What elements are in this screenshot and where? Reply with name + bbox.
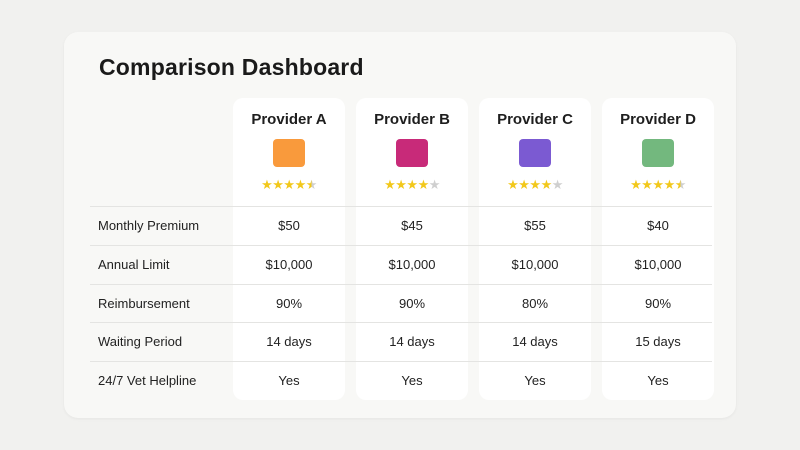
provider-header: Provider B ★★★★★ — [356, 98, 468, 206]
star-half-icon: ★ — [305, 177, 318, 192]
star-rating: ★★★★★ — [233, 178, 345, 191]
star-full-icon: ★ — [641, 177, 653, 192]
table-cell: $10,000 — [634, 257, 682, 272]
page-title: Comparison Dashboard — [99, 54, 364, 80]
table-cell: 90% — [275, 296, 303, 311]
table-cell: Yes — [401, 373, 423, 388]
provider-color-swatch — [273, 139, 305, 167]
table-row-waiting-period: Waiting Period 14 days 14 days 14 days 1… — [90, 323, 712, 361]
table-cell: Yes — [278, 373, 300, 388]
star-empty-icon: ★ — [551, 177, 564, 192]
star-half-icon: ★ — [674, 177, 687, 192]
star-full-icon: ★ — [283, 177, 295, 192]
star-full-icon: ★ — [406, 177, 418, 192]
star-full-icon: ★ — [395, 177, 407, 192]
table-cell: 15 days — [635, 334, 681, 349]
provider-header: Provider D ★★★★★ — [602, 98, 714, 206]
table-cell: 14 days — [266, 334, 312, 349]
table-cell: $10,000 — [388, 257, 436, 272]
table-cell: $10,000 — [511, 257, 559, 272]
table-cell: 14 days — [389, 334, 435, 349]
table-cell: $50 — [278, 218, 300, 233]
star-full-icon: ★ — [417, 177, 430, 192]
row-label: Reimbursement — [98, 296, 190, 311]
star-full-icon: ★ — [630, 177, 642, 192]
table-row-vet-helpline: 24/7 Vet Helpline Yes Yes Yes Yes — [90, 362, 712, 400]
provider-name: Provider A — [251, 111, 327, 128]
star-full-icon: ★ — [507, 177, 519, 192]
star-full-icon: ★ — [384, 177, 396, 192]
provider-color-swatch — [519, 139, 551, 167]
provider-color-swatch — [396, 139, 428, 167]
comparison-card: Comparison Dashboard Provider A ★★★★★ Pr… — [64, 32, 736, 418]
star-full-icon: ★ — [272, 177, 284, 192]
row-divider — [90, 284, 712, 285]
provider-name: Provider C — [497, 111, 573, 128]
star-full-icon: ★ — [652, 177, 664, 192]
star-full-icon: ★ — [663, 177, 676, 192]
provider-name: Provider B — [374, 111, 450, 128]
table-cell: 90% — [398, 296, 426, 311]
row-label: Waiting Period — [98, 334, 183, 349]
star-full-icon: ★ — [261, 177, 273, 192]
table-row-annual-limit: Annual Limit $10,000 $10,000 $10,000 $10… — [90, 246, 712, 284]
table-cell: 90% — [644, 296, 672, 311]
row-label: Monthly Premium — [98, 218, 200, 233]
star-rating: ★★★★★ — [479, 178, 591, 191]
table-cell: 80% — [521, 296, 549, 311]
star-rating: ★★★★★ — [602, 178, 714, 191]
star-full-icon: ★ — [540, 177, 553, 192]
star-rating: ★★★★★ — [356, 178, 468, 191]
table-cell: $45 — [401, 218, 423, 233]
table-row-reimbursement: Reimbursement 90% 90% 80% 90% — [90, 285, 712, 323]
table-cell: $40 — [647, 218, 669, 233]
table-cell: 14 days — [512, 334, 558, 349]
row-label: 24/7 Vet Helpline — [98, 373, 197, 388]
provider-header: Provider C ★★★★★ — [479, 98, 591, 206]
table-cell: $55 — [524, 218, 546, 233]
row-divider — [90, 206, 712, 207]
star-full-icon: ★ — [518, 177, 530, 192]
row-label: Annual Limit — [98, 257, 170, 272]
table-cell: Yes — [647, 373, 669, 388]
table-cell: $10,000 — [265, 257, 313, 272]
provider-header: Provider A ★★★★★ — [233, 98, 345, 206]
row-divider — [90, 322, 712, 323]
provider-name: Provider D — [620, 111, 696, 128]
row-divider — [90, 361, 712, 362]
table-row-monthly-premium: Monthly Premium $50 $45 $55 $40 — [90, 207, 712, 245]
star-empty-icon: ★ — [428, 177, 441, 192]
table-cell: Yes — [524, 373, 546, 388]
provider-color-swatch — [642, 139, 674, 167]
row-divider — [90, 245, 712, 246]
star-full-icon: ★ — [529, 177, 541, 192]
star-full-icon: ★ — [294, 177, 307, 192]
